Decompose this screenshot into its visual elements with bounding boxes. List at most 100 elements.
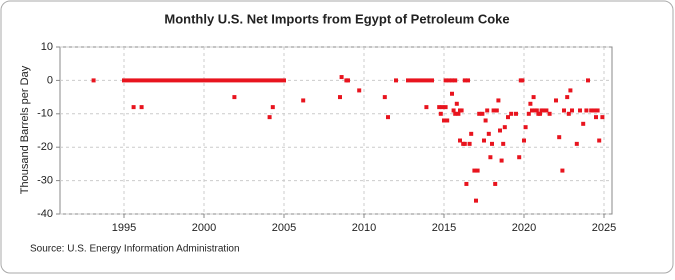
point [595,108,600,113]
point [570,108,574,113]
point [258,78,262,83]
point [526,111,531,116]
point [262,78,266,83]
point [560,168,565,173]
point [270,105,275,110]
point [499,158,504,163]
x-tick-label: 1995 [112,222,136,234]
point [130,78,134,83]
point [586,78,590,83]
point [562,108,566,113]
point [547,111,552,116]
point [382,95,387,100]
point [91,78,96,83]
point [170,78,174,83]
y-tick-label: 0 [47,74,53,86]
point [250,78,254,83]
point [454,101,459,106]
point [506,115,510,120]
point [531,95,536,100]
point [485,108,490,113]
point [162,78,166,83]
point [493,181,498,186]
point [466,78,470,83]
point [214,78,218,83]
point [232,95,237,100]
point [490,141,494,146]
point [406,78,410,83]
point [600,115,605,120]
point [278,78,282,83]
point [445,118,450,123]
point [174,78,178,83]
point [462,141,467,146]
y-tick-label: 10 [41,41,53,53]
point [446,78,451,83]
point [483,118,488,123]
point [502,125,507,130]
point [126,78,130,83]
x-tick-label: 2010 [352,222,376,234]
point [357,88,362,93]
point [440,105,445,110]
point [459,108,464,113]
point [453,78,458,83]
point [139,105,144,110]
point [469,131,474,136]
x-tick-label: 2005 [272,222,296,234]
point [274,78,278,83]
point [458,138,462,143]
point [453,111,458,116]
point [517,155,522,160]
point [131,105,136,110]
point [589,108,594,113]
x-tick-label: 2000 [192,222,216,234]
y-tick-label: -30 [37,175,53,187]
point [534,108,539,113]
point [246,78,250,83]
point [339,75,344,80]
frame [0,0,674,274]
point [282,78,286,83]
point [451,108,456,113]
point [486,131,491,136]
point [494,108,499,113]
point [491,108,496,113]
point [514,111,518,116]
point [456,111,461,116]
point [557,135,562,140]
point [443,105,448,110]
point [206,78,210,83]
point [202,78,206,83]
point [467,141,472,146]
point [267,115,272,120]
point [581,121,586,126]
point [426,78,430,83]
point [474,198,478,203]
point [472,168,477,173]
x-tick-label: 2015 [432,222,456,234]
point [522,138,526,143]
point [509,111,514,116]
point [424,105,429,110]
point [346,78,350,83]
point [186,78,190,83]
point [418,78,422,83]
point [146,78,150,83]
point [430,78,434,83]
point [568,88,573,93]
point [574,141,579,146]
point [544,108,549,113]
chart-title: Monthly U.S. Net Imports from Egypt of P… [164,11,509,26]
point [488,155,493,160]
point [154,78,158,83]
point [482,138,486,143]
point [238,78,242,83]
y-tick-label: -20 [37,141,53,153]
point [190,78,194,83]
point [594,115,598,120]
point [194,78,198,83]
point [554,98,558,103]
point [414,78,418,83]
point [301,98,306,103]
